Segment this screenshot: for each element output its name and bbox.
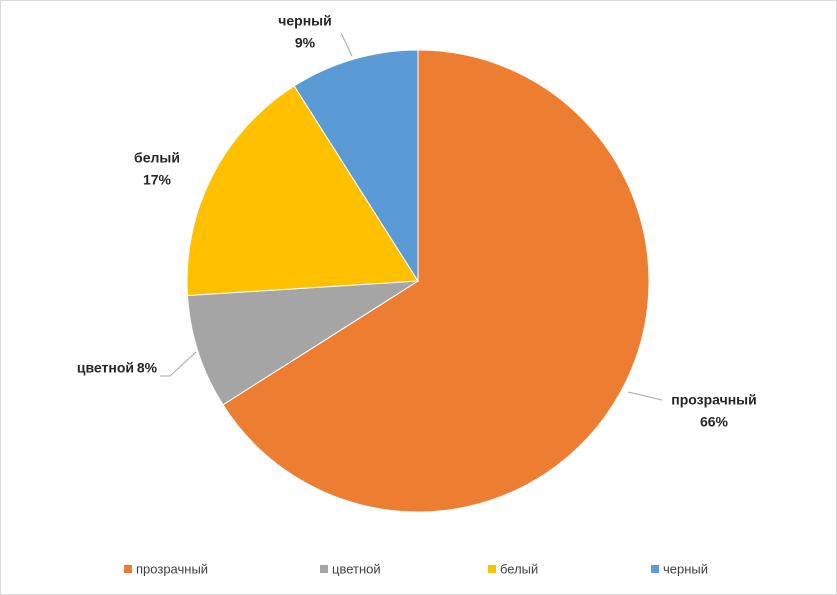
legend: прозрачный цветной белый черный: [124, 561, 708, 576]
legend-label: черный: [663, 561, 708, 576]
pie: [186, 49, 650, 513]
pie-slice: [186, 85, 419, 297]
data-labels: прозрачный 66% цветной 8% белый 17% черный 9%: [77, 13, 757, 430]
data-label-name: цветной: [77, 360, 134, 376]
legend-swatch: [124, 565, 132, 573]
data-label-name: черный: [278, 13, 331, 29]
data-label-name: прозрачный: [671, 392, 756, 408]
pie-slice: [222, 49, 650, 513]
legend-label: прозрачный: [136, 561, 208, 576]
legend-swatch: [651, 565, 659, 573]
pie-slice: [186, 280, 419, 406]
leader-line: [340, 32, 353, 57]
data-label-value: 9%: [295, 35, 316, 51]
data-label-name: белый: [134, 150, 180, 166]
pie-slice: [293, 49, 419, 283]
leader-line: [627, 391, 663, 401]
leader-line: [160, 351, 197, 377]
legend-label: белый: [500, 561, 538, 576]
data-label-value: 66%: [700, 414, 729, 430]
data-label-value: 8%: [137, 360, 158, 376]
data-label-value: 17%: [143, 172, 172, 188]
legend-swatch: [320, 565, 328, 573]
legend-swatch: [488, 565, 496, 573]
legend-label: цветной: [332, 561, 381, 576]
